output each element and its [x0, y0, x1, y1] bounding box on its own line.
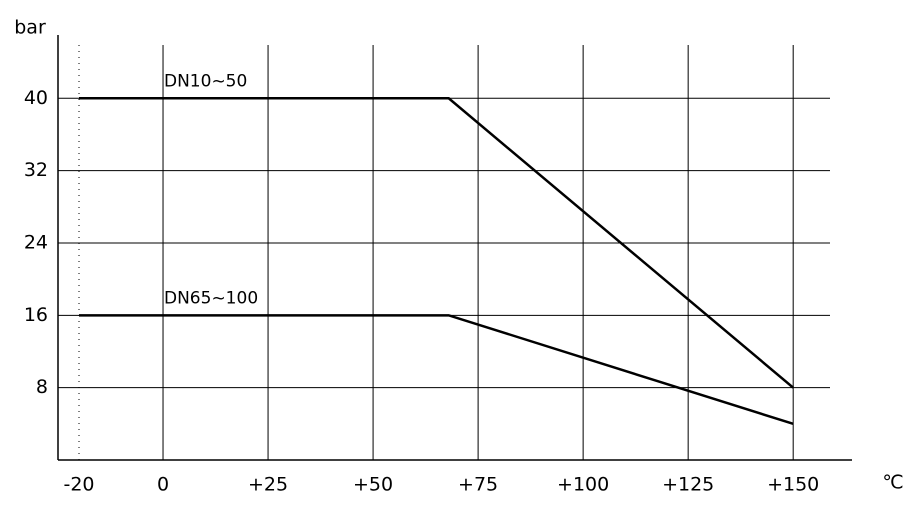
series-label: DN10~50 — [164, 71, 247, 91]
x-tick-label: 0 — [157, 474, 169, 496]
x-tick-label: +25 — [248, 474, 288, 496]
series-label: DN65~100 — [164, 288, 258, 308]
series-line — [79, 97, 794, 389]
y-tick-label: 8 — [36, 376, 48, 398]
y-tick-label: 40 — [24, 87, 48, 109]
x-tick-label: +50 — [353, 474, 393, 496]
x-axis-label: ℃ — [882, 472, 903, 494]
x-tick-label: +125 — [662, 474, 714, 496]
x-tick-label: +100 — [557, 474, 609, 496]
x-tick-label: +150 — [767, 474, 819, 496]
y-axis-label: bar — [14, 17, 46, 39]
x-tick-label: +75 — [458, 474, 498, 496]
x-tick-label: -20 — [63, 474, 94, 496]
series-line — [79, 314, 794, 426]
y-tick-label: 24 — [24, 231, 48, 253]
y-tick-label: 16 — [24, 304, 48, 326]
y-tick-label: 32 — [24, 159, 48, 181]
